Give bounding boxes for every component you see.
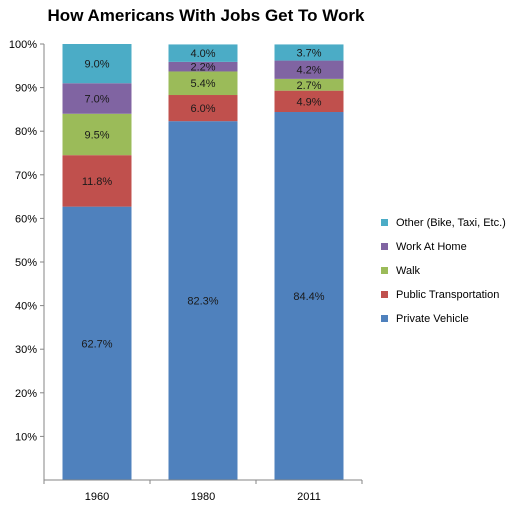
- data-label-2011-5: 3.7%: [296, 48, 321, 60]
- legend-label-1: Private Vehicle: [396, 313, 469, 325]
- data-labels-group: 62.7% 11.8% 9.5% 7.0% 9.0% 82.3% 6.0% 5.4% 2.2% 4…: [81, 48, 324, 351]
- legend: Other (Bike, Taxi, Etc.) Work At Home Walk…: [381, 217, 506, 325]
- bar-segment-1980-2: [168, 95, 238, 122]
- bar-segment-1980-3: [168, 71, 238, 96]
- y-tick-label-80: 80%: [15, 126, 37, 138]
- bar-segment-2011-1: [274, 112, 344, 481]
- data-label-2011-4: 4.2%: [296, 65, 321, 77]
- y-tick-label-20: 20%: [15, 388, 37, 400]
- legend-label-5: Other (Bike, Taxi, Etc.): [396, 217, 506, 229]
- bar-segment-1980-4: [168, 61, 238, 72]
- bar-segment-1960-2: [62, 155, 132, 207]
- data-label-1980-2: 6.0%: [190, 103, 215, 115]
- data-label-1960-1: 62.7%: [81, 338, 112, 350]
- bar-segment-1980-5: [168, 44, 238, 62]
- data-label-1960-2: 11.8%: [82, 176, 113, 188]
- legend-label-3: Walk: [396, 265, 421, 277]
- y-tick-label-30: 30%: [15, 344, 37, 356]
- legend-swatch-4: [381, 243, 388, 250]
- bar-segment-1960-3: [62, 113, 132, 156]
- legend-swatch-5: [381, 219, 388, 226]
- bar-segment-1980-1: [168, 121, 238, 480]
- data-label-1980-5: 4.0%: [190, 48, 215, 60]
- x-tick-label-1960: 1960: [85, 491, 109, 503]
- data-label-1960-3: 9.5%: [84, 129, 109, 141]
- y-tick-label-60: 60%: [15, 213, 37, 225]
- data-label-2011-2: 4.9%: [296, 96, 321, 108]
- legend-swatch-1: [381, 315, 388, 322]
- y-tick-label-40: 40%: [15, 301, 37, 313]
- legend-label-2: Public Transportation: [396, 289, 499, 301]
- data-label-2011-1: 84.4%: [293, 291, 324, 303]
- data-label-1980-3: 5.4%: [190, 78, 215, 90]
- legend-label-4: Work At Home: [396, 241, 467, 253]
- data-label-1980-1: 82.3%: [187, 296, 218, 308]
- x-tick-label-2011: 2011: [297, 491, 321, 503]
- y-tick-label-10: 10%: [15, 431, 37, 443]
- bar-segment-2011-2: [274, 90, 344, 113]
- data-label-1980-4: 2.2%: [190, 62, 215, 74]
- y-tick-label-70: 70%: [15, 170, 37, 182]
- data-label-1960-5: 9.0%: [84, 59, 109, 71]
- bar-segment-1960-1: [62, 206, 132, 481]
- bar-segment-2011-3: [274, 78, 344, 91]
- y-tick-label-100: 100%: [9, 39, 37, 51]
- chart-title: How Americans With Jobs Get To Work: [48, 6, 365, 25]
- bar-segment-2011-5: [274, 44, 344, 61]
- legend-swatch-2: [381, 291, 388, 298]
- bars-group: [62, 44, 344, 481]
- bar-segment-1960-5: [62, 44, 132, 84]
- data-label-2011-3: 2.7%: [296, 80, 321, 92]
- y-tick-label-50: 50%: [15, 257, 37, 269]
- bar-segment-2011-4: [274, 60, 344, 79]
- data-label-1960-4: 7.0%: [84, 94, 109, 106]
- axes-group: 1960 1980 2011 10% 20% 30% 40% 50% 60% 70% 80% 90% 1…: [9, 39, 363, 503]
- y-tick-label-90: 90%: [15, 83, 37, 95]
- x-tick-label-1980: 1980: [191, 491, 215, 503]
- legend-swatch-3: [381, 267, 388, 274]
- bar-segment-1960-4: [62, 83, 132, 114]
